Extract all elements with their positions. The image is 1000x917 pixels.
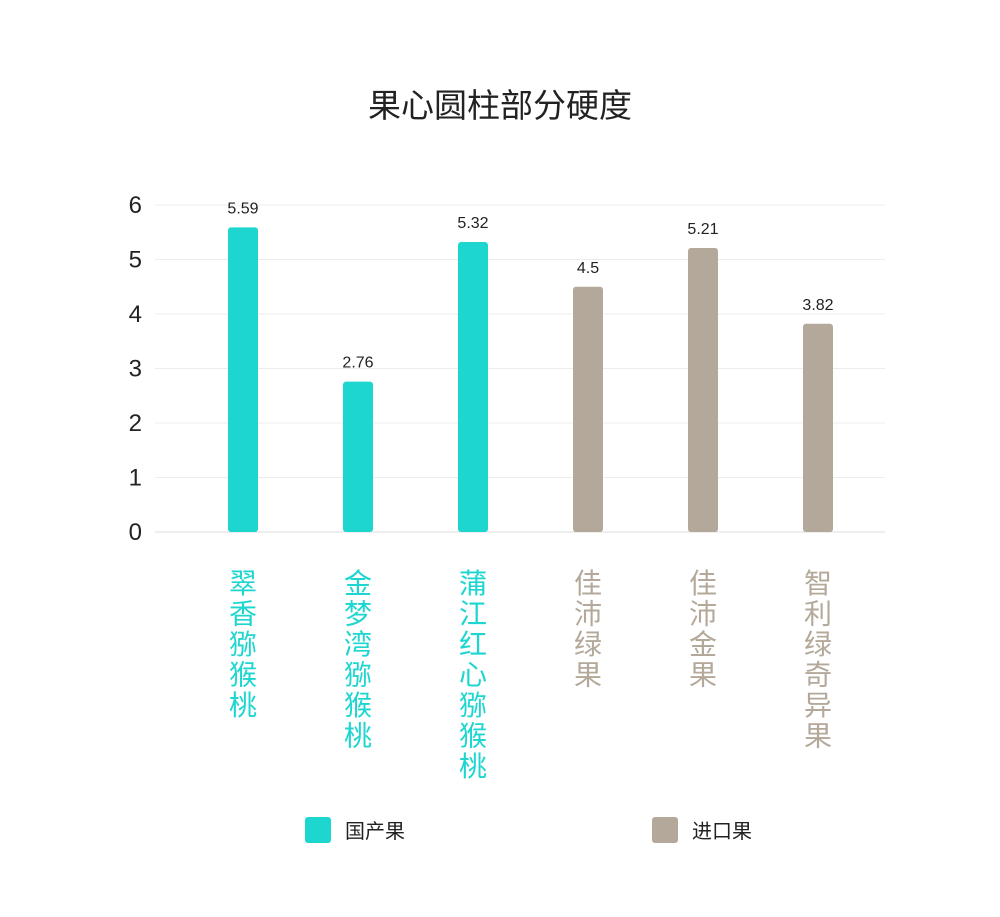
legend-swatch xyxy=(652,817,678,843)
category-labels: 翠香猕猴桃 金梦湾猕猴桃 蒲江红心猕猴桃 佳沛绿果 佳沛金果 智利绿奇异果 xyxy=(229,567,832,783)
bar xyxy=(573,286,603,532)
data-label: 5.59 xyxy=(227,200,258,217)
y-tick-label: 1 xyxy=(129,465,142,492)
bar xyxy=(228,227,258,532)
chart-title: 果心圆柱部分硬度 xyxy=(368,86,632,125)
y-tick-label: 4 xyxy=(129,301,142,328)
data-label: 3.82 xyxy=(802,297,833,314)
category-label: 佳沛绿果 xyxy=(574,567,602,692)
legend: 国产果 进口果 xyxy=(305,817,752,843)
data-label: 4.5 xyxy=(577,260,599,277)
legend-label: 国产果 xyxy=(345,819,405,843)
data-label: 5.32 xyxy=(457,215,488,232)
bar xyxy=(803,323,833,532)
legend-swatch xyxy=(305,817,331,843)
data-label: 5.21 xyxy=(687,221,718,238)
grid xyxy=(155,204,885,533)
bar xyxy=(688,248,718,532)
bars: 5.59 2.76 5.32 4.5 5.21 3.82 xyxy=(227,200,834,532)
y-tick-label: 6 xyxy=(129,192,142,219)
y-tick-label: 2 xyxy=(129,410,142,437)
y-tick-label: 3 xyxy=(129,356,142,383)
y-axis: 0 1 2 3 4 5 6 xyxy=(129,192,142,546)
category-label: 智利绿奇异果 xyxy=(804,567,832,753)
category-label: 翠香猕猴桃 xyxy=(229,567,257,722)
legend-label: 进口果 xyxy=(692,819,752,843)
bar xyxy=(343,381,373,532)
category-label: 金梦湾猕猴桃 xyxy=(344,567,372,753)
category-label: 蒲江红心猕猴桃 xyxy=(459,567,487,783)
y-tick-label: 5 xyxy=(129,247,142,274)
category-label: 佳沛金果 xyxy=(689,567,717,692)
y-tick-label: 0 xyxy=(129,519,142,546)
data-label: 2.76 xyxy=(342,355,373,372)
bar xyxy=(458,242,488,532)
